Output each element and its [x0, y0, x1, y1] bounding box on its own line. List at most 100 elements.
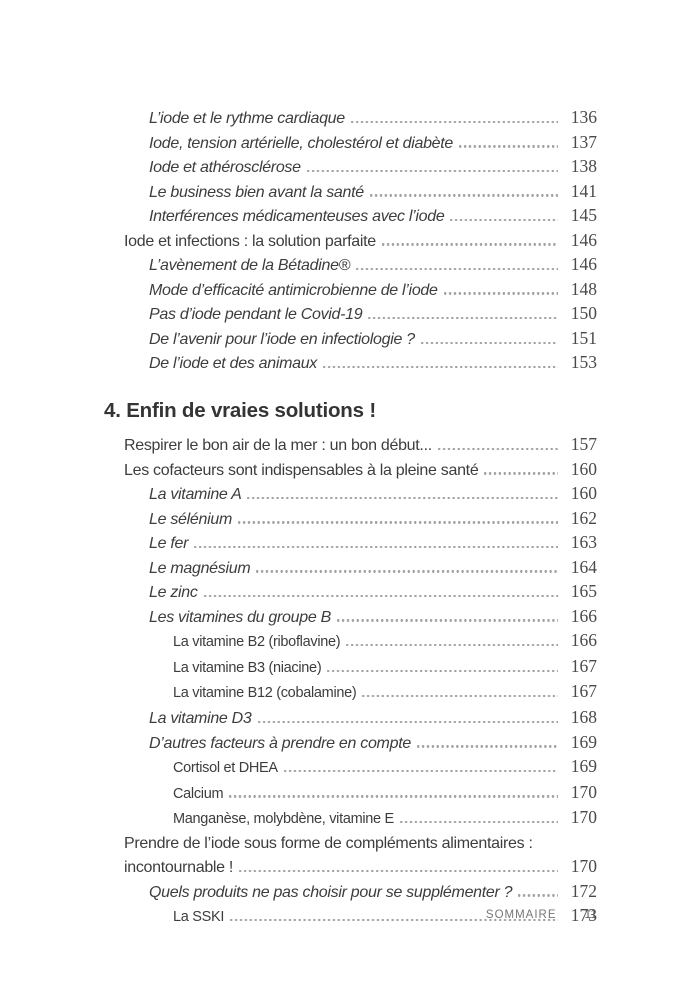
toc-entry-label: L’iode et le rythme cardiaque	[149, 110, 345, 127]
dot-leader	[239, 869, 558, 873]
toc-entry[interactable]: La vitamine B12 (cobalamine) 167	[173, 680, 597, 706]
toc-entry[interactable]: L’iode et le rythme cardiaque 136	[149, 106, 597, 131]
toc-entry[interactable]: Respirer le bon air de la mer : un bon d…	[124, 433, 597, 458]
toc-entry-page-number: 136	[570, 107, 597, 127]
toc-entry-page-number: 157	[570, 434, 597, 455]
dot-leader	[229, 795, 558, 798]
toc-entry-label: Calcium	[173, 785, 224, 802]
toc-entry-label: incontournable !	[124, 859, 234, 877]
toc-entry[interactable]: Le fer 163	[149, 531, 597, 556]
dot-leader	[194, 545, 558, 549]
footer-section-label: SOMMAIRE	[485, 909, 557, 921]
dot-leader	[323, 366, 558, 369]
dot-leader	[346, 644, 558, 647]
toc-entry-label: La vitamine A	[149, 486, 242, 504]
footer-page-number: 11	[584, 907, 597, 921]
dot-leader	[420, 341, 558, 344]
page-footer: SOMMAIRE 11	[486, 906, 597, 923]
toc-entry[interactable]: La vitamine B3 (niacine) 167	[173, 655, 597, 681]
toc-entry[interactable]: Le sélénium 162	[149, 507, 597, 532]
dot-leader	[306, 169, 558, 173]
toc-entry[interactable]: Calcium 170	[173, 781, 597, 807]
toc-entry[interactable]: De l’iode et des animaux 153	[149, 351, 597, 376]
dot-leader	[443, 292, 558, 295]
dot-leader	[368, 316, 558, 320]
toc-entry[interactable]: La vitamine B2 (riboflavine) 166	[173, 629, 597, 655]
toc-entry[interactable]: Mode d’efficacité antimicrobienne de l’i…	[149, 278, 597, 303]
table-of-contents: L’iode et le rythme cardiaque 136 Iode, te…	[104, 106, 597, 930]
toc-entry[interactable]: Les vitamines du groupe B 166	[149, 605, 597, 630]
toc-entry[interactable]: Pas d’iode pendant le Covid-19 150	[149, 302, 597, 327]
toc-entry-label: Prendre de l’iode sous forme de compléme…	[124, 834, 533, 852]
dot-leader	[237, 521, 558, 524]
toc-entry-label: Cortisol et DHEA	[173, 760, 278, 777]
toc-entry[interactable]: Quels produits ne pas choisir pour se su…	[149, 880, 597, 905]
toc-entry-label: La vitamine B3 (niacine)	[173, 659, 322, 676]
toc-entry-page-number: 170	[570, 807, 597, 828]
toc-entry-label: Respirer le bon air de la mer : un bon d…	[124, 437, 432, 455]
toc-entry-page-number: 162	[570, 507, 597, 528]
toc-entry-page-number: 138	[570, 156, 597, 177]
toc-entry-label: La vitamine B2 (riboflavine)	[173, 634, 341, 651]
dot-leader	[437, 447, 558, 451]
dot-leader	[381, 243, 558, 246]
toc-entry-page-number: 173	[570, 905, 597, 926]
toc-entry-label: D’autres facteurs à prendre en compte	[149, 734, 411, 752]
toc-entry[interactable]: Le business bien avant la santé 141	[149, 180, 597, 205]
toc-entry[interactable]: Manganèse, molybdène, vitamine E 170	[173, 806, 597, 832]
dot-leader	[459, 145, 558, 148]
toc-entry-label: Mode d’efficacité antimicrobienne de l’i…	[149, 281, 438, 299]
toc-entry-page-number: 137	[570, 131, 597, 152]
toc-entry-page-number: 150	[570, 303, 597, 324]
toc-entry-page-number: 160	[570, 458, 597, 479]
toc-entry[interactable]: Les cofacteurs sont indispensables à la …	[124, 458, 597, 483]
toc-entry-page-number: 167	[570, 681, 597, 702]
toc-entry-page-number: 153	[570, 352, 597, 373]
toc-entry-label: Iode et athérosclérose	[149, 159, 301, 177]
toc-entry[interactable]: Le zinc 165	[149, 580, 597, 605]
toc-entry-label: De l’iode et des animaux	[149, 355, 318, 373]
toc-entry-page-number: 160	[570, 483, 597, 504]
toc-entry-label: Manganèse, molybdène, vitamine E	[173, 811, 394, 828]
toc-entry[interactable]: Le magnésium 164	[149, 556, 597, 581]
toc-entry-page-number: 151	[570, 327, 597, 348]
toc-entry-page-number: 168	[570, 707, 597, 728]
dot-leader	[362, 695, 558, 698]
toc-entry[interactable]: Iode et infections : la solution parfait…	[124, 229, 597, 254]
toc-entry-page-number: 170	[570, 781, 597, 802]
toc-entry[interactable]: De l’avenir pour l’iode en infectiologie…	[149, 327, 597, 352]
toc-entry-page-number: 165	[570, 581, 597, 602]
toc-entry[interactable]: Iode, tension artérielle, cholestérol et…	[149, 131, 597, 156]
toc-entry-label: L’avènement de la Bétadine®	[149, 257, 351, 275]
toc-entry[interactable]: Iode et athérosclérose 138	[149, 155, 597, 180]
toc-entry[interactable]: La vitamine D3 168	[149, 706, 597, 731]
toc-entry-label: Le magnésium	[149, 559, 251, 577]
toc-entry[interactable]: L’avènement de la Bétadine® 146	[149, 253, 597, 278]
toc-entry[interactable]: D’autres facteurs à prendre en compte 169	[149, 731, 597, 756]
toc-entry-label: Pas d’iode pendant le Covid-19	[149, 306, 363, 324]
toc-entry[interactable]: Interférences médicamenteuses avec l’iod…	[149, 204, 597, 229]
toc-entry-page-number: 163	[570, 532, 597, 553]
dot-leader	[256, 570, 558, 573]
toc-entry[interactable]: La vitamine A 160	[149, 482, 597, 507]
dot-leader	[399, 820, 558, 824]
toc-entry-label: Iode, tension artérielle, cholestérol et…	[149, 134, 454, 152]
toc-entry[interactable]: La SSKI 173	[173, 904, 597, 930]
toc-entry[interactable]: Cortisol et DHEA 169	[173, 755, 597, 781]
toc-entry-page-number: 164	[570, 556, 597, 577]
dot-leader	[518, 894, 558, 897]
section-heading: 4. Enfin de vraies solutions !	[104, 399, 376, 423]
toc-entry-label: Iode et infections : la solution parfait…	[124, 232, 376, 250]
dot-leader	[416, 745, 558, 748]
toc-entry-label: La SSKI	[173, 909, 225, 926]
toc-entry-label: Le business bien avant la santé	[149, 183, 364, 201]
toc-entry-page-number: 146	[570, 229, 597, 250]
dot-leader	[350, 120, 558, 123]
toc-entry[interactable]: Prendre de l’iode sous forme de compléme…	[124, 832, 597, 880]
toc-entry-label: Quels produits ne pas choisir pour se su…	[149, 883, 513, 901]
dot-leader	[327, 669, 558, 672]
dot-leader	[230, 919, 558, 922]
dot-leader	[356, 267, 558, 271]
toc-entry-label: La vitamine B12 (cobalamine)	[173, 685, 357, 702]
